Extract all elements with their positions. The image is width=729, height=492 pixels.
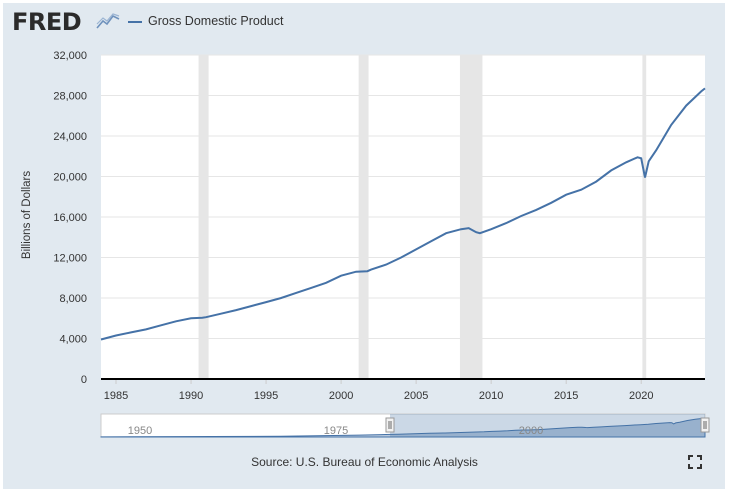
source-text: Source: U.S. Bureau of Economic Analysis [251,455,478,469]
y-axis-label: Billions of Dollars [21,170,33,260]
legend-label: Gross Domestic Product [148,14,284,28]
legend-swatch [128,20,142,23]
chart-frame [3,3,725,489]
fullscreen-icon[interactable] [688,455,702,469]
legend[interactable]: Gross Domestic Product [128,14,283,28]
fred-chart-icon [96,12,120,30]
fred-logo[interactable]: FRED [12,8,82,36]
